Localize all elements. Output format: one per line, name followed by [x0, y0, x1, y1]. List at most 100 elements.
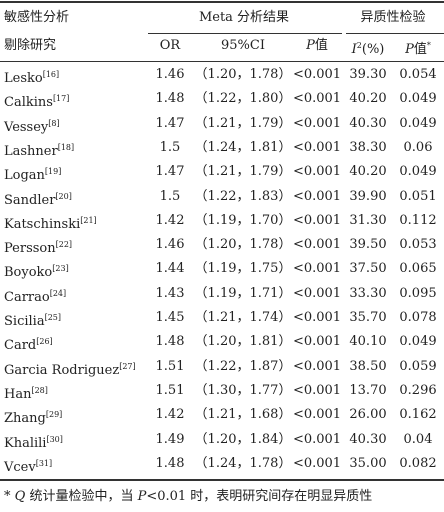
- cell-value: 1.46: [155, 67, 185, 82]
- cell-value: （1.21，1.79）: [194, 164, 292, 180]
- cell-value: <0.001: [292, 431, 342, 447]
- cell-value: （1.22，1.83）: [194, 188, 292, 204]
- reference: [28]: [31, 385, 48, 395]
- cell-value: （1.22，1.80）: [194, 91, 292, 107]
- study: Persson: [4, 241, 56, 257]
- study-name: Lesko[16]: [4, 67, 59, 87]
- reference: [20]: [55, 191, 72, 201]
- cell-value: 1.47: [155, 164, 185, 180]
- text-part: 2: [356, 41, 362, 50]
- cell-value: 40.10: [349, 334, 387, 350]
- cell-value: 1.44: [155, 261, 185, 277]
- text-part: P: [137, 489, 147, 504]
- cell-value: <0.001: [292, 237, 342, 253]
- cell-value: 0.049: [399, 334, 437, 350]
- study: Lashner: [4, 143, 58, 159]
- cell-value: 0.065: [399, 261, 437, 277]
- group-header: Meta 分析结果: [198, 10, 290, 25]
- cell-value: （1.21，1.79）: [194, 115, 292, 131]
- column-header: I2(%): [352, 38, 385, 58]
- cell-value: 39.30: [349, 67, 387, 82]
- cell-value: 35.70: [349, 310, 387, 325]
- group-header: 异质性检验: [360, 10, 426, 25]
- cell-value: 0.06: [403, 139, 433, 155]
- cell-value: <0.001: [292, 115, 342, 131]
- cell-value: 1.42: [155, 407, 185, 423]
- group-rule: [346, 33, 444, 34]
- cell-value: （1.24，1.81）: [194, 139, 292, 155]
- reference: [26]: [36, 337, 53, 347]
- cell-value: （1.19，1.71）: [194, 285, 292, 301]
- study: Carrao: [4, 289, 50, 305]
- reference: [30]: [46, 434, 63, 444]
- reference: [31]: [35, 458, 53, 468]
- study-name: Calkins[17]: [4, 91, 69, 111]
- study: Card: [4, 338, 37, 354]
- cell-value: 0.296: [399, 382, 437, 398]
- cell-value: （1.21，1.74）: [194, 310, 292, 325]
- cell-value: <0.001: [292, 382, 342, 398]
- text-part: P: [306, 38, 315, 53]
- cell-value: 0.078: [399, 310, 437, 325]
- cell-value: <0.001: [292, 212, 342, 228]
- header-rule: [0, 61, 444, 62]
- study-name: Sicilia[25]: [4, 310, 61, 330]
- cell-value: 33.30: [349, 285, 387, 301]
- cell-value: 1.48: [155, 455, 185, 471]
- text-part: P: [405, 42, 414, 57]
- cell-value: （1.22，1.87）: [194, 358, 292, 374]
- cell-value: <0.001: [292, 285, 342, 301]
- text-part: Q: [14, 489, 26, 504]
- study-name: Sandler[20]: [4, 189, 72, 209]
- study-name: Garcia Rodriguez[27]: [4, 359, 136, 379]
- text-part: 值: [314, 38, 328, 53]
- cell-value: 0.049: [399, 115, 437, 131]
- study-name: Katschinski[21]: [4, 213, 97, 233]
- cell-value: 1.51: [155, 382, 185, 398]
- study-name: Logan[19]: [4, 164, 61, 184]
- cell-value: <0.001: [292, 455, 342, 471]
- study-name: Khalili[30]: [4, 432, 63, 452]
- cell-value: 1.48: [155, 334, 185, 350]
- column-header: P值*: [405, 38, 431, 58]
- column-header: OR: [160, 38, 180, 54]
- cell-value: <0.001: [292, 407, 342, 423]
- cell-value: （1.20，1.78）: [194, 237, 292, 253]
- column-header: P值: [306, 38, 328, 54]
- study: Sandler: [4, 192, 56, 208]
- cell-value: （1.20，1.78）: [194, 67, 292, 82]
- cell-value: <0.001: [292, 358, 342, 374]
- reference: [25]: [44, 313, 61, 322]
- study-name: Vessey[8]: [4, 116, 60, 136]
- cell-value: <0.001: [292, 67, 342, 82]
- cell-value: 1.45: [155, 310, 185, 325]
- study: Khalili: [4, 435, 47, 451]
- cell-value: 31.30: [349, 212, 387, 228]
- cell-value: 1.46: [155, 237, 185, 253]
- text-part: (%): [361, 42, 385, 57]
- cell-value: 0.112: [399, 212, 437, 228]
- study: Vessey: [4, 119, 49, 135]
- footnote: * Q 统计量检验中，当 P<0.01 时，表明研究间存在明显异质性: [4, 489, 372, 505]
- bottom-rule: [0, 479, 444, 481]
- cell-value: <0.001: [292, 164, 342, 180]
- reference: [16]: [42, 70, 60, 79]
- cell-value: <0.001: [292, 139, 342, 155]
- reference: [18]: [57, 142, 75, 152]
- cell-value: 1.47: [155, 115, 185, 131]
- study-name: Card[26]: [4, 334, 53, 354]
- column-header: 95%CI: [221, 38, 265, 54]
- study: Calkins: [4, 95, 53, 111]
- cell-value: （1.20，1.81）: [194, 334, 292, 350]
- cell-value: 40.30: [349, 431, 387, 447]
- cell-value: 0.053: [399, 237, 437, 253]
- cell-value: （1.30，1.77）: [194, 382, 292, 398]
- cell-value: 0.095: [399, 285, 437, 301]
- study-name: Carrao[24]: [4, 286, 66, 306]
- cell-value: 0.162: [399, 407, 437, 423]
- text-part: *: [4, 489, 15, 504]
- cell-value: 0.04: [403, 431, 433, 447]
- study: Zhang: [4, 411, 46, 427]
- study: Vcev: [4, 459, 36, 475]
